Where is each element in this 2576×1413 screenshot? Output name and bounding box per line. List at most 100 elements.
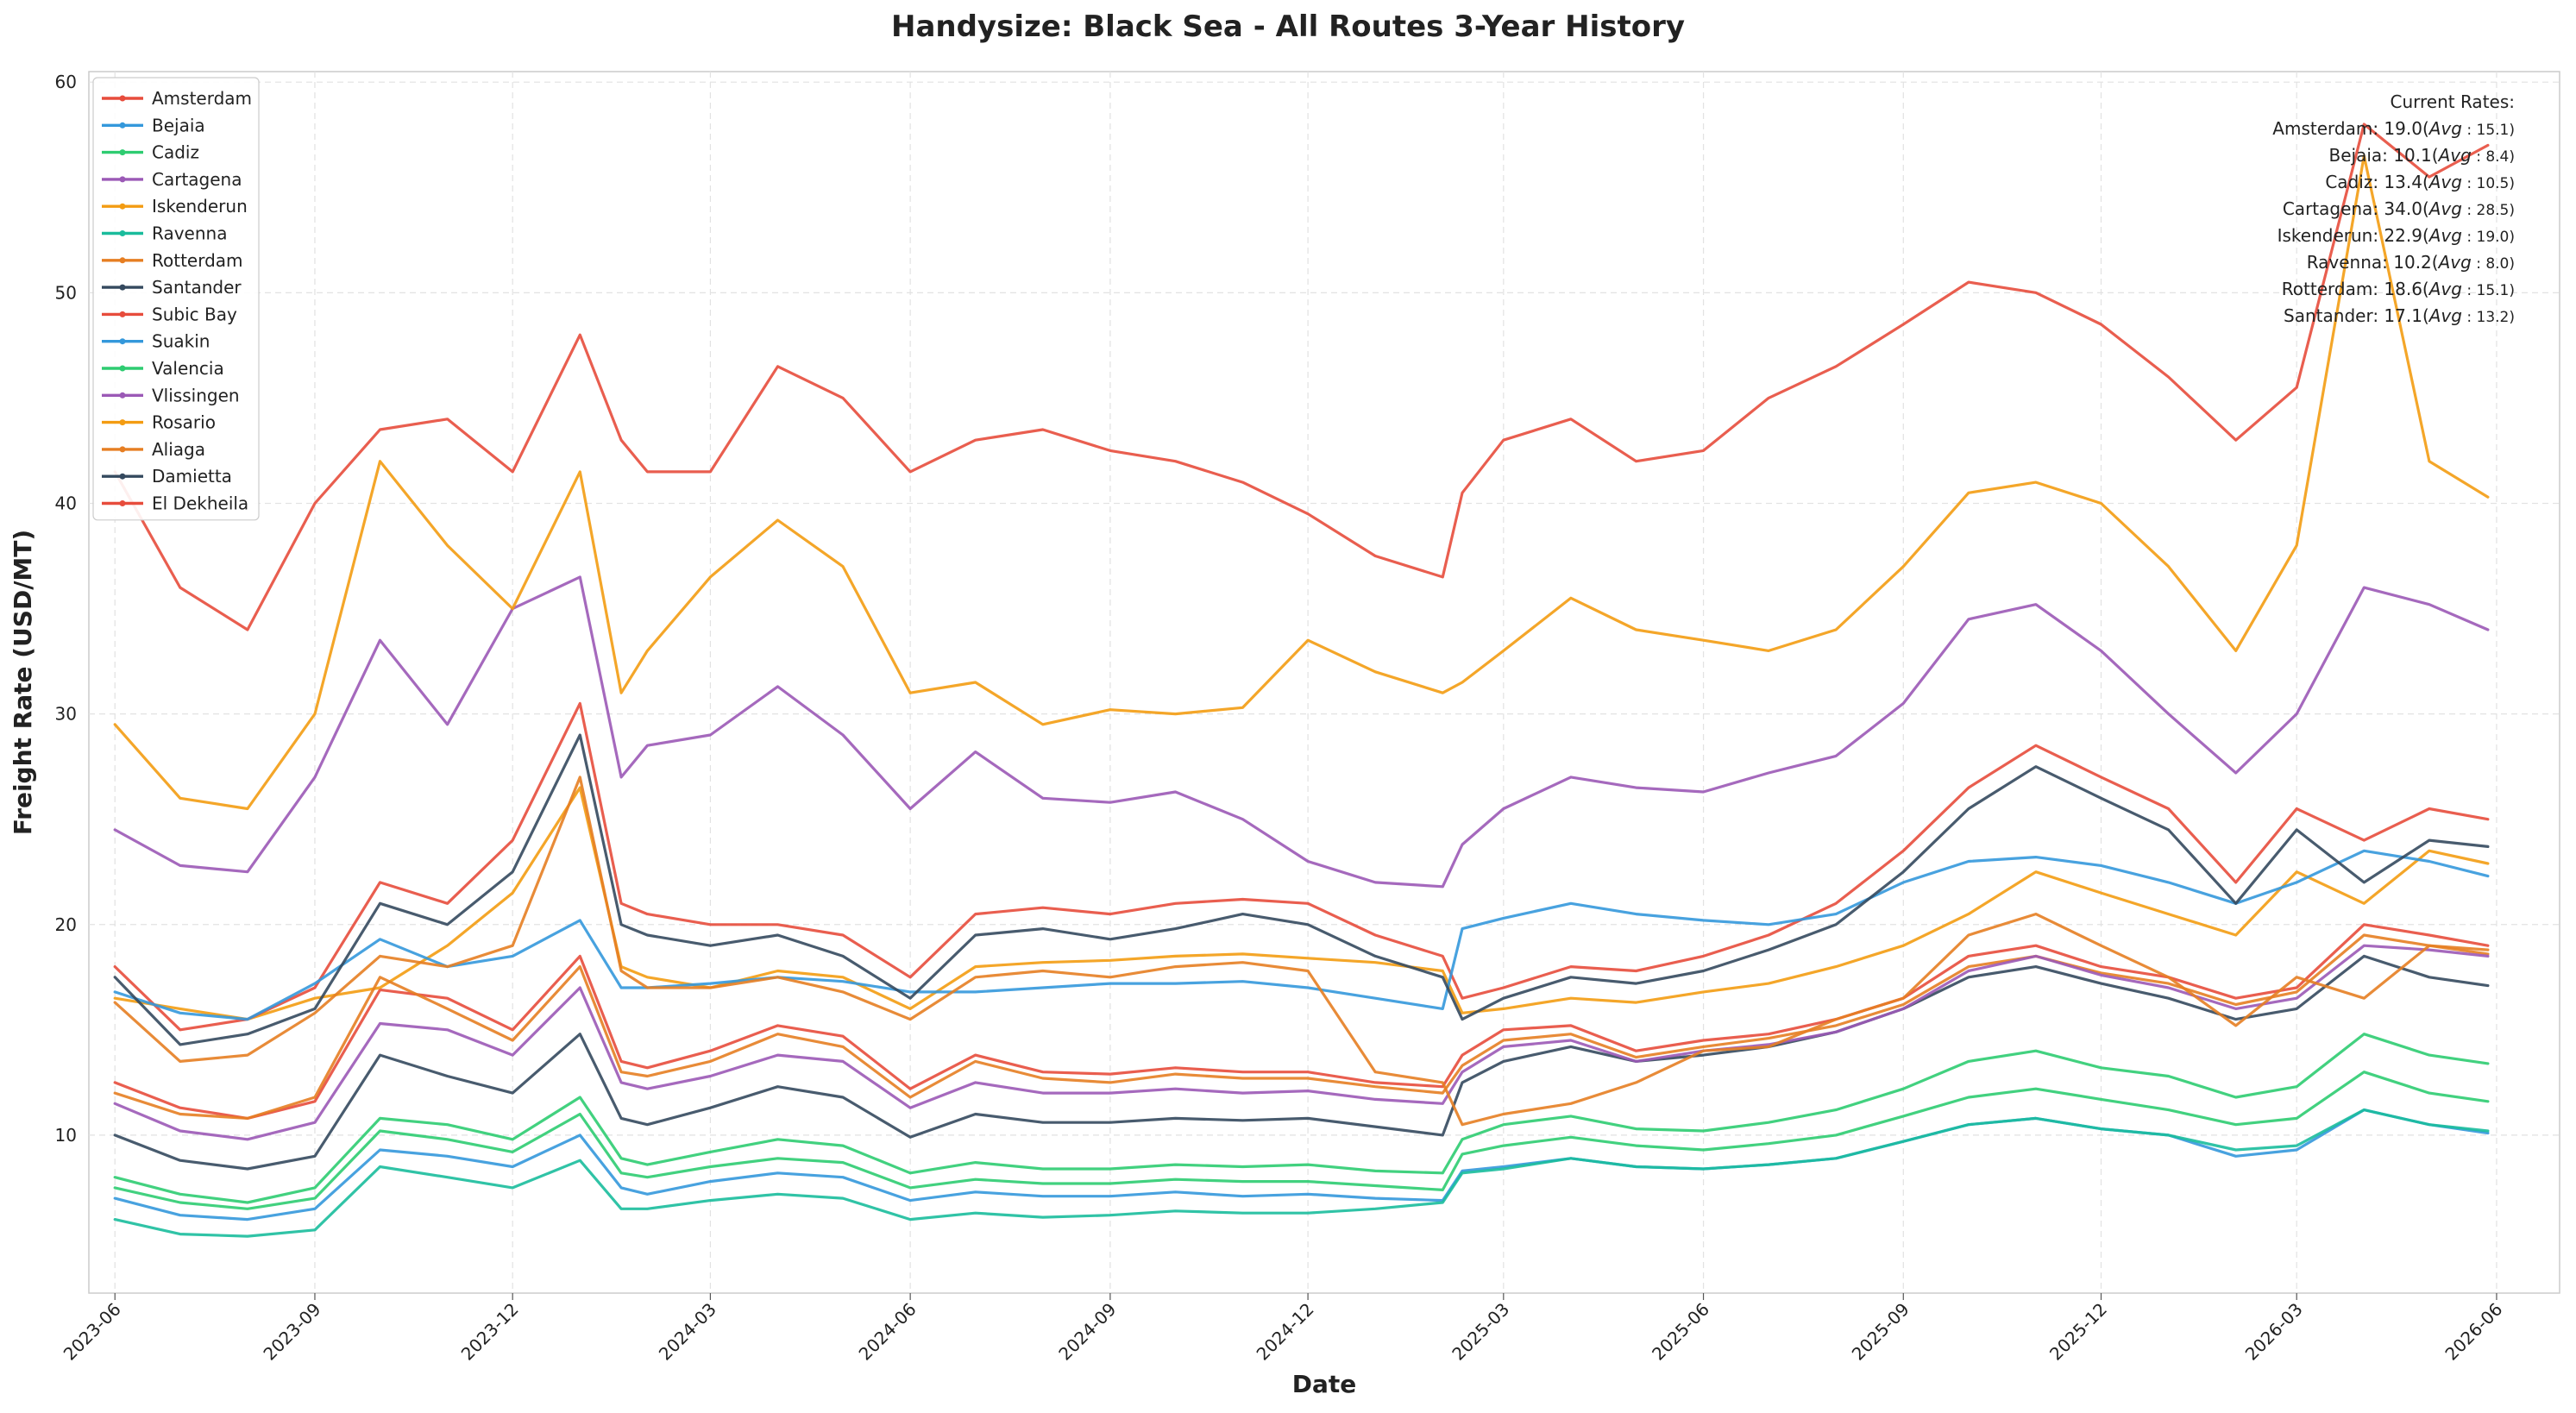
legend-swatch-marker [119, 311, 126, 317]
annotation-header: Current Rates: [2391, 91, 2516, 112]
legend-item: Suakin [102, 331, 210, 352]
series-line-el-dekheila [113, 122, 2490, 631]
legend: Amsterdam Bejaia Cadiz Cartagena Iskenderun R… [92, 77, 260, 521]
legend-label: Ravenna [152, 223, 227, 244]
legend-item: Ravenna [102, 223, 227, 244]
legend-swatch-marker [119, 338, 126, 345]
legend-label: El Dekheila [152, 493, 248, 514]
legend-swatch-marker [119, 230, 126, 236]
legend-label: Subic Bay [152, 304, 237, 324]
y-tick-label: 60 [55, 72, 77, 92]
series-line-santander [113, 954, 2490, 1171]
legend-item: Aliaga [102, 439, 205, 460]
legend-label: Rotterdam [152, 250, 243, 271]
series-line-vlissingen [113, 944, 2490, 1141]
annotation-line-avg: Avg [2428, 172, 2462, 192]
annotation-line-value: : 15.1) [2462, 282, 2515, 299]
legend-item: Subic Bay [102, 304, 237, 324]
legend-item: Santander [102, 277, 242, 298]
annotation-line: Bejaia: 10.1(Avg : 8.4) [2328, 145, 2515, 166]
legend-swatch-marker [119, 122, 126, 129]
x-axis-label: Date [1292, 1370, 1357, 1398]
annotation-line-label: Amsterdam: 19.0( [2272, 118, 2428, 139]
legend-item: Rosario [102, 412, 216, 433]
series-line-cartagena [113, 575, 2490, 889]
series-line-rosario [113, 154, 2490, 811]
annotation-line-label: Santander: 17.1( [2284, 305, 2429, 326]
series-line-damietta [113, 733, 2490, 1046]
legend-swatch-marker [119, 500, 126, 506]
legend-label: Valencia [152, 358, 224, 379]
annotation-line: Amsterdam: 19.0(Avg : 15.1) [2272, 118, 2515, 139]
y-tick-label: 20 [55, 914, 77, 935]
legend-swatch-marker [119, 446, 126, 453]
series-line-rotterdam [113, 933, 2490, 1121]
current-rates-annotation: Current Rates: Amsterdam: 19.0(Avg : 15.… [2272, 91, 2515, 326]
series-line-suakin [113, 849, 2490, 1021]
annotation-line-avg: Avg [2428, 198, 2462, 219]
legend-swatch-marker [119, 473, 126, 480]
legend-box [92, 77, 260, 521]
annotation-line-avg: Avg [2428, 305, 2462, 326]
legend-item: Iskenderun [102, 196, 248, 217]
legend-swatch-marker [119, 257, 126, 264]
legend-item: Damietta [102, 466, 232, 487]
annotation-line-value: : 10.5) [2462, 175, 2515, 192]
annotation-line-avg: Avg [2428, 225, 2462, 246]
annotation-line-value: : 13.2) [2462, 309, 2515, 326]
legend-item: Amsterdam [102, 88, 252, 109]
annotation-line-label: Iskenderun: 22.9( [2278, 225, 2429, 246]
annotation-line: Iskenderun: 22.9(Avg : 19.0) [2278, 225, 2515, 246]
legend-swatch-marker [119, 365, 126, 372]
legend-item: Rotterdam [102, 250, 243, 271]
annotation-line: Santander: 17.1(Avg : 13.2) [2284, 305, 2515, 326]
y-tick-label: 30 [55, 704, 77, 725]
annotation-line-label: Rotterdam: 18.6( [2282, 279, 2429, 299]
series-line-iskenderun [113, 786, 2490, 1021]
legend-label: Amsterdam [152, 88, 252, 109]
legend-item: Valencia [102, 358, 224, 379]
series-line-ravenna [113, 1108, 2490, 1238]
annotation-line: Rotterdam: 18.6(Avg : 15.1) [2282, 279, 2515, 299]
legend-item: El Dekheila [102, 493, 248, 514]
annotation-line: Cartagena: 34.0(Avg : 28.5) [2283, 198, 2515, 219]
legend-swatch-marker [119, 176, 126, 183]
legend-label: Rosario [152, 412, 216, 433]
series-layer [113, 122, 2490, 1238]
legend-label: Aliaga [152, 439, 205, 460]
annotation-line-avg: Avg [2428, 118, 2462, 139]
annotation-line-label: Bejaia: 10.1( [2328, 145, 2438, 166]
legend-label: Vlissingen [152, 385, 240, 405]
plot-frame [88, 71, 2560, 1294]
legend-item: Bejaia [102, 115, 205, 135]
annotation-line-value: : 15.1) [2462, 122, 2515, 139]
annotation-line-label: Ravenna: 10.2( [2307, 252, 2439, 273]
legend-swatch-marker [119, 149, 126, 156]
legend-label: Bejaia [152, 115, 205, 135]
series-line-aliaga [113, 776, 2490, 1127]
legend-item: Cadiz [102, 142, 199, 163]
legend-label: Iskenderun [152, 196, 248, 217]
grid-layer [89, 72, 2560, 1293]
annotation-line-label: Cartagena: 34.0( [2283, 198, 2429, 219]
legend-item: Vlissingen [102, 385, 240, 405]
legend-label: Damietta [152, 466, 232, 487]
legend-item: Cartagena [102, 169, 242, 190]
legend-swatch-marker [119, 419, 126, 426]
annotation-line-avg: Avg [2437, 252, 2472, 273]
legend-swatch-marker [119, 392, 126, 399]
series-line-amsterdam [113, 923, 2490, 1121]
legend-label: Suakin [152, 331, 210, 352]
y-tick-label: 50 [55, 282, 77, 303]
annotation-line-value: : 8.0) [2472, 255, 2515, 273]
annotation-line: Ravenna: 10.2(Avg : 8.0) [2307, 252, 2515, 273]
legend-swatch-marker [119, 203, 126, 210]
legend-label: Santander [152, 277, 242, 298]
y-tick-label: 10 [55, 1125, 77, 1146]
legend-swatch-marker [119, 284, 126, 291]
annotation-line-label: Cadiz: 13.4( [2325, 172, 2428, 192]
annotation-line-value: : 28.5) [2462, 202, 2515, 219]
legend-label: Cadiz [152, 142, 199, 163]
